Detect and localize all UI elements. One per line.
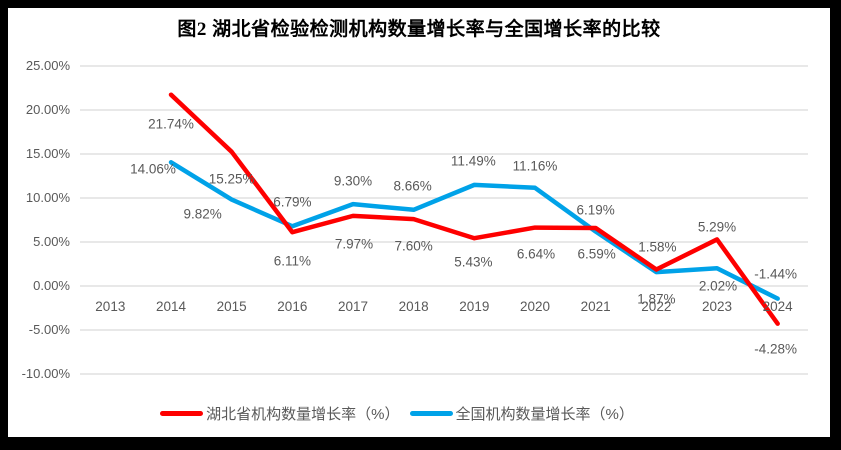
- chart-legend: 湖北省机构数量增长率（%） 全国机构数量增长率（%）: [8, 403, 808, 424]
- data-label: 6.64%: [516, 246, 556, 262]
- chart-figure: 图2 湖北省检验检测机构数量增长率与全国增长率的比较 25.00% 20.00% 1…: [8, 8, 830, 437]
- x-axis-label: 2015: [216, 299, 247, 314]
- x-axis-label: 2013: [95, 299, 126, 314]
- data-label: 14.06%: [130, 161, 176, 177]
- x-axis-label: 2022: [641, 299, 672, 314]
- data-label: 8.66%: [393, 178, 432, 194]
- data-label: 1.87%: [637, 291, 676, 307]
- data-label: -1.44%: [754, 266, 798, 282]
- y-tick-label: 10.00%: [25, 190, 70, 205]
- x-axis-label: 2021: [580, 299, 611, 314]
- x-axis-label: 2023: [701, 299, 733, 314]
- data-label: 9.30%: [333, 173, 373, 189]
- y-tick-label: -5.00%: [28, 322, 70, 337]
- data-label: 2.02%: [698, 278, 738, 294]
- y-tick-label: 5.00%: [33, 234, 70, 249]
- data-label: 11.16%: [512, 158, 558, 174]
- data-label: 7.97%: [334, 236, 374, 252]
- data-label: 11.49%: [450, 153, 496, 169]
- x-axis-label: 2019: [459, 299, 490, 314]
- x-axis-label: 2017: [337, 299, 369, 314]
- y-tick-label: 15.00%: [25, 146, 70, 161]
- data-label: 5.29%: [697, 219, 737, 235]
- data-label: 6.79%: [273, 194, 312, 210]
- data-label: 6.19%: [576, 202, 615, 218]
- data-label: 7.60%: [394, 238, 433, 254]
- chart-title: 图2 湖北省检验检测机构数量增长率与全国增长率的比较: [177, 19, 661, 40]
- data-label: 9.82%: [183, 206, 222, 222]
- data-label: 6.59%: [577, 246, 616, 262]
- national-line-swatch-icon: [409, 411, 453, 416]
- y-tick-label: 0.00%: [33, 278, 70, 293]
- line-chart-plot-area: [80, 65, 808, 375]
- data-label: 1.58%: [638, 239, 677, 255]
- national-series-line: [168, 160, 780, 301]
- data-label: 5.43%: [454, 254, 493, 270]
- hubei-line-swatch-icon: [160, 411, 204, 416]
- data-label: 15.25%: [208, 171, 255, 187]
- x-axis-label: 2024: [762, 299, 793, 314]
- legend-label-hubei: 湖北省机构数量增长率（%）: [206, 406, 400, 423]
- legend-item-hubei: 湖北省机构数量增长率（%）: [160, 403, 400, 424]
- data-label: -4.28%: [754, 341, 798, 357]
- legend-item-national: 全国机构数量增长率（%）: [409, 403, 634, 424]
- x-axis-label: 2020: [519, 299, 551, 314]
- hubei-series-line: [168, 92, 780, 326]
- x-axis-label: 2014: [155, 299, 187, 314]
- y-tick-label: 25.00%: [25, 58, 70, 73]
- data-label: 6.11%: [273, 253, 311, 269]
- x-axis-label: 2018: [398, 299, 429, 314]
- x-axis-label: 2016: [277, 299, 308, 314]
- y-tick-label: -10.00%: [21, 366, 70, 381]
- legend-label-national: 全国机构数量增长率（%）: [455, 406, 634, 423]
- y-tick-label: 20.00%: [25, 102, 70, 117]
- data-label: 21.74%: [148, 116, 194, 132]
